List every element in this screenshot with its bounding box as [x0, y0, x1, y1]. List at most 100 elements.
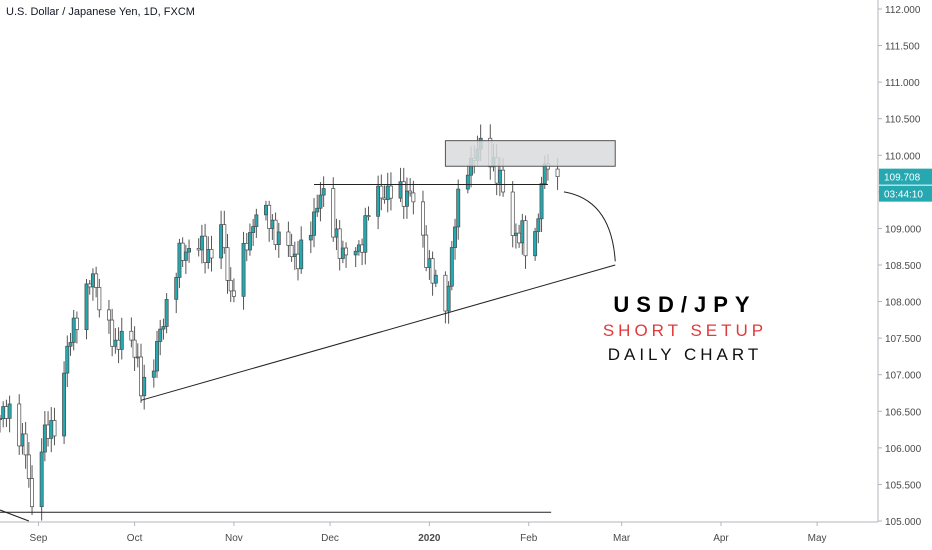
countdown-label: 03:44:10 [884, 190, 923, 201]
x-tick-label: Feb [520, 533, 538, 544]
candle-body [299, 239, 304, 270]
bottom-diagonal-line [0, 509, 30, 522]
candle-body [296, 253, 300, 270]
candle-body [219, 224, 224, 259]
candle-body [510, 191, 515, 236]
candle-body [119, 330, 124, 350]
candle-body [209, 249, 214, 259]
candle-body [427, 258, 432, 268]
y-tick-label: 110.000 [885, 151, 921, 162]
projection-curve [563, 191, 616, 262]
overlay-setup-text: SHORT SETUP [602, 321, 768, 340]
candle-body [382, 197, 387, 200]
candle-body [222, 224, 227, 249]
candle-body [110, 319, 115, 347]
candle-body [315, 207, 320, 213]
candle-body [536, 218, 541, 232]
candle-body [187, 248, 192, 253]
candle-body [388, 185, 393, 199]
x-tick-label: Oct [127, 533, 143, 544]
candle-body [90, 273, 95, 288]
candle-body [517, 232, 522, 244]
candle-body [94, 273, 99, 288]
candle-body [84, 283, 89, 330]
candle-body [264, 204, 268, 216]
candle-body [331, 188, 336, 238]
candle-body [363, 215, 368, 253]
candle-body [1, 406, 6, 419]
candle-body [20, 433, 25, 447]
overlay-pair-text: USD/JPY [613, 292, 757, 317]
candle-body [321, 188, 326, 196]
candle-body [247, 232, 252, 251]
candle-body [62, 372, 67, 437]
candle-body [52, 420, 57, 437]
candle-body [513, 232, 518, 236]
candle-body [7, 403, 12, 419]
y-tick-label: 111.000 [885, 78, 920, 89]
candle-body [196, 248, 201, 251]
candle-body [129, 330, 134, 341]
candle-body [408, 190, 413, 194]
candle-body [132, 339, 137, 358]
candle-body [360, 244, 365, 253]
y-axis: 112.000111.500111.000110.500110.000109.5… [877, 0, 932, 528]
overlay-timeframe-text: DAILY CHART [607, 345, 763, 364]
candle-body [87, 283, 92, 288]
candle-body [379, 185, 384, 199]
x-tick-label: Nov [225, 533, 243, 544]
candle-body [449, 247, 454, 287]
candle-body [497, 169, 502, 184]
candle-body [292, 253, 297, 258]
candle-body [42, 424, 47, 453]
y-tick-label: 109.000 [885, 224, 922, 235]
x-tick-label: Sep [30, 533, 48, 544]
y-tick-label: 110.500 [885, 115, 921, 126]
last-price-tag [879, 168, 932, 185]
candle-body [30, 478, 34, 508]
y-tick-label: 111.500 [885, 42, 920, 53]
x-tick-label: Apr [713, 533, 729, 544]
candle-body [456, 188, 461, 228]
candle-body [542, 163, 547, 185]
candle-body [164, 299, 169, 327]
candle-body [273, 219, 278, 245]
candle-body [344, 247, 349, 256]
support-trendline [140, 264, 616, 401]
candle-body [225, 247, 230, 281]
candle-body [254, 214, 259, 227]
y-tick-label: 105.000 [885, 517, 922, 528]
candle-body [401, 181, 406, 207]
candle-body [49, 420, 54, 439]
y-tick-label: 107.000 [885, 371, 922, 382]
candle-body [155, 341, 159, 372]
candle-body [424, 234, 429, 268]
candle-body [26, 454, 31, 479]
x-tick-label: 2020 [418, 533, 441, 544]
candle-body [366, 215, 371, 218]
candle-body [71, 317, 76, 343]
candle-body [180, 242, 185, 261]
candle-body [523, 220, 528, 257]
candle-body [251, 226, 256, 233]
candle-body [337, 228, 342, 259]
candle-body [312, 211, 316, 236]
candle-body [158, 328, 163, 342]
supply-zone-rect [444, 140, 616, 167]
candle-body [4, 406, 9, 419]
candle-body [453, 226, 457, 248]
candle-body [376, 185, 381, 217]
candle-body [533, 231, 538, 257]
candle-body [228, 280, 233, 292]
candles [0, 124, 560, 521]
candle-body [356, 244, 361, 252]
candle-body [161, 326, 166, 330]
candle-body [39, 451, 44, 508]
candle-body [446, 285, 451, 312]
candle-body [135, 356, 140, 359]
candle-body [231, 290, 236, 297]
candle-body [270, 219, 275, 229]
candle-body [433, 274, 438, 284]
candle-body [465, 174, 470, 190]
